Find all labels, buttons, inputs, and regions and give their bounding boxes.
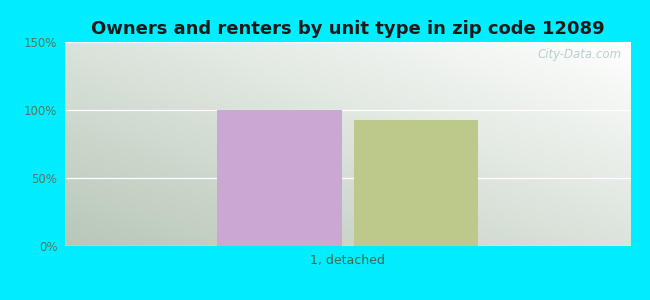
Title: Owners and renters by unit type in zip code 12089: Owners and renters by unit type in zip c… (91, 20, 604, 38)
Bar (354, 119, 478, 246)
Bar (217, 110, 341, 246)
Text: City-Data.com: City-Data.com (538, 48, 622, 61)
